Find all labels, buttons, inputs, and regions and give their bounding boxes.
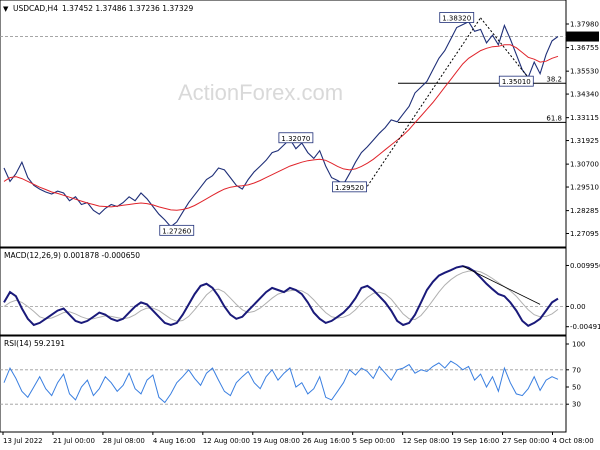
price-annotation: 1.27260 xyxy=(159,224,195,236)
x-tick-label: 26 Aug 16:00 xyxy=(303,437,350,445)
axis-layer: 1.37980 1.36755 1.35530 1.34340 1.33115 1.319… xyxy=(2,21,600,445)
x-tick-label: 27 Sep 00:00 xyxy=(503,437,550,445)
watermark: ActionForex.com xyxy=(178,80,343,105)
annotation-box xyxy=(332,181,367,193)
menu-triangle-icon[interactable]: ▼ xyxy=(3,5,9,13)
rsi-line xyxy=(3,360,559,404)
trend-line-up xyxy=(366,17,481,187)
macd-y-tick-label: 0.00 xyxy=(570,303,586,311)
price-y-tick-label: 1.33115 xyxy=(570,114,599,122)
current-price-label: 1.37329 xyxy=(568,34,597,42)
price-y-tick-label: 1.35530 xyxy=(570,68,599,76)
price-series-line xyxy=(3,20,559,228)
annotation-label: 1.29520 xyxy=(335,184,364,192)
annotation-box xyxy=(439,12,475,23)
price-layer: 38.2 61.8 1.27260 1.32070 1.29520 1.38320 1.35… xyxy=(0,12,566,236)
x-tick-label: 19 Aug 08:00 xyxy=(253,437,300,445)
price-annotation: 1.29520 xyxy=(332,181,367,193)
x-tick-label: 28 Jul 08:00 xyxy=(103,437,145,445)
x-tick-label: 13 Jul 2022 xyxy=(3,437,43,445)
price-y-tick-label: 1.37980 xyxy=(570,21,599,29)
price-y-tick-label: 1.36755 xyxy=(570,44,599,52)
fib-level-label: 61.8 xyxy=(546,114,562,122)
rsi-panel xyxy=(0,335,567,433)
x-tick-label: 4 Oct 08:00 xyxy=(553,437,594,445)
fib-level-label: 38.2 xyxy=(546,75,562,83)
rsi-y-tick-label: 30 xyxy=(572,401,581,409)
price-y-tick-label: 1.29510 xyxy=(570,184,599,192)
price-y-tick-label: 1.27095 xyxy=(570,230,599,238)
annotation-box xyxy=(498,75,534,87)
annotation-box xyxy=(278,132,314,144)
x-tick-label: 21 Jul 00:00 xyxy=(53,437,95,445)
price-annotation: 1.35010 xyxy=(498,75,534,87)
price-panel xyxy=(0,0,567,248)
price-annotation: 1.32070 xyxy=(278,132,314,144)
macd-y-tick-label: -0.004912 xyxy=(570,323,600,331)
macd-signal-line xyxy=(3,270,559,322)
macd-label: MACD(12,26,9) 0.001878 -0.000650 xyxy=(4,251,140,260)
rsi-y-tick-label: 70 xyxy=(572,366,581,374)
rsi-label: RSI(14) 59.2191 xyxy=(4,339,65,348)
symbol-label: USDCAD,H4 xyxy=(13,4,58,13)
rsi-y-tick-label: 50 xyxy=(572,384,581,392)
macd-line xyxy=(3,265,559,327)
current-price-box xyxy=(566,31,599,42)
price-y-tick-label: 1.34340 xyxy=(570,91,599,99)
moving-average-line xyxy=(3,44,559,211)
annotation-box xyxy=(159,224,195,236)
price-y-tick-label: 1.30700 xyxy=(570,161,599,169)
rsi-y-tick-label: 100 xyxy=(572,341,585,349)
x-tick-label: 4 Aug 16:00 xyxy=(153,437,196,445)
trend-line-down xyxy=(480,17,529,78)
price-y-tick-label: 1.31925 xyxy=(570,137,599,145)
annotation-label: 1.35010 xyxy=(502,78,531,86)
annotation-label: 1.27260 xyxy=(162,227,191,235)
x-tick-label: 12 Sep 08:00 xyxy=(403,437,450,445)
x-tick-label: 19 Sep 16:00 xyxy=(453,437,500,445)
annotation-label: 1.32070 xyxy=(281,135,310,143)
price-annotation: 1.38320 xyxy=(439,12,475,23)
rsi-layer xyxy=(0,360,566,405)
ohlc-label: 1.37452 1.37486 1.37236 1.37329 xyxy=(62,4,193,13)
x-tick-label: 12 Aug 00:00 xyxy=(203,437,250,445)
annotation-label: 1.38320 xyxy=(442,14,471,22)
macd-layer xyxy=(0,265,566,327)
x-tick-label: 5 Sep 00:00 xyxy=(353,437,395,445)
macd-trend-line xyxy=(462,265,541,305)
price-y-tick-label: 1.28285 xyxy=(570,207,599,215)
macd-y-tick-label: 0.009956 xyxy=(570,262,600,270)
